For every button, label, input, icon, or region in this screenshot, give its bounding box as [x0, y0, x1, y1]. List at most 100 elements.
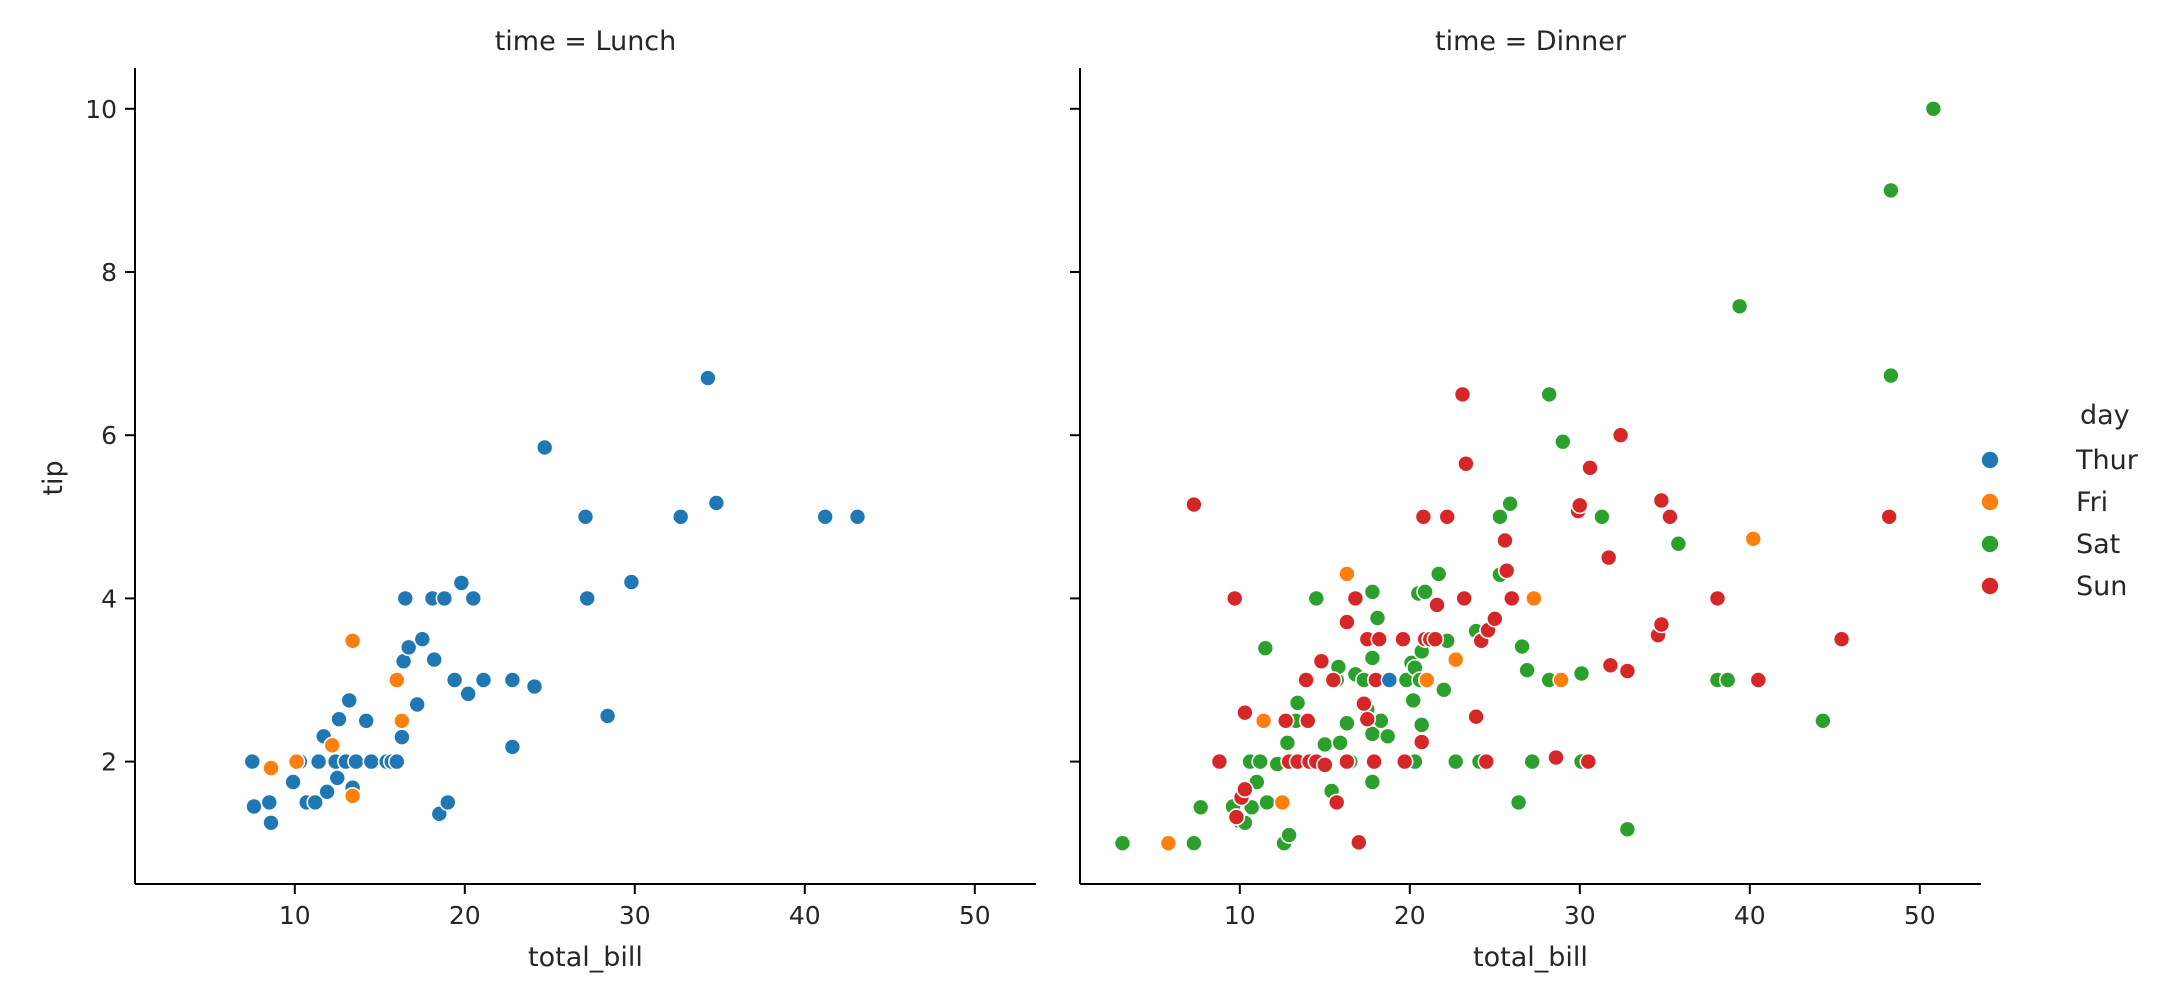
data-point — [1457, 454, 1475, 473]
data-point — [1394, 630, 1412, 649]
data-point — [445, 671, 464, 689]
data-point — [1571, 496, 1589, 515]
data-point — [1503, 589, 1521, 608]
data-point — [525, 677, 544, 696]
data-point — [1327, 793, 1346, 812]
data-point — [1363, 649, 1382, 667]
data-point — [1523, 752, 1541, 771]
data-point — [1581, 459, 1599, 477]
data-point — [1276, 711, 1295, 730]
data-point — [1185, 495, 1203, 514]
data-point — [1438, 507, 1456, 526]
data-point — [243, 752, 262, 771]
data-point — [1418, 671, 1436, 689]
legend-label: Sun — [2076, 571, 2127, 602]
data-point — [1814, 711, 1832, 730]
data-point — [260, 793, 279, 812]
data-point — [1501, 494, 1519, 513]
data-point — [1744, 530, 1762, 548]
legend-marker — [1980, 450, 2000, 470]
data-point — [671, 507, 690, 526]
data-point — [848, 507, 867, 526]
x-tick-label: 30 — [1564, 901, 1596, 930]
data-point — [284, 773, 302, 791]
y-axis-label: tip — [38, 460, 69, 495]
data-point — [1426, 630, 1445, 649]
data-point — [1324, 671, 1343, 689]
data-point — [1412, 733, 1431, 751]
data-point — [438, 793, 457, 812]
data-point — [343, 787, 362, 805]
data-point — [408, 695, 427, 714]
data-point — [1518, 661, 1536, 680]
data-point — [1225, 589, 1244, 608]
data-point — [1669, 534, 1688, 553]
data-point — [387, 671, 406, 689]
data-point — [1611, 426, 1630, 445]
data-point — [357, 711, 376, 730]
data-point — [1579, 752, 1598, 771]
x-tick-label: 50 — [1904, 901, 1936, 930]
data-point — [1552, 671, 1570, 689]
data-point — [1370, 630, 1388, 649]
x-tick-label: 20 — [449, 901, 481, 930]
data-point — [1491, 507, 1509, 526]
y-tick-label: 6 — [101, 421, 117, 450]
data-point — [1363, 583, 1382, 601]
data-point — [816, 507, 835, 526]
data-point — [1601, 656, 1620, 675]
legend-marker — [1980, 492, 2000, 512]
series-sun — [1185, 385, 1898, 852]
data-point — [1273, 793, 1292, 812]
data-point — [1509, 793, 1528, 812]
data-point — [699, 369, 717, 387]
series-sat — [1113, 100, 1943, 853]
data-point — [503, 738, 522, 756]
data-point — [393, 711, 411, 730]
data-point — [1350, 833, 1368, 852]
x-axis-label: total_bill — [1473, 942, 1588, 973]
x-tick-label: 40 — [1734, 901, 1766, 930]
legend-label: Sat — [2076, 529, 2120, 560]
series-fri — [1159, 530, 1762, 853]
data-point — [1338, 613, 1356, 631]
data-point — [393, 728, 411, 746]
facet-lunch: 10 20 30 40 50 2 4 6 8 10 time = Lunch total_bill — [85, 26, 1036, 973]
data-point — [1280, 826, 1298, 844]
data-point — [245, 797, 263, 816]
data-point — [318, 782, 336, 801]
data-point — [1316, 756, 1334, 774]
legend: day Thur Fri Sat Sun — [1980, 400, 2139, 602]
y-tick-label: 10 — [85, 95, 117, 124]
data-point — [1395, 752, 1414, 771]
data-point — [1236, 780, 1254, 799]
data-point — [1599, 548, 1618, 567]
data-point — [287, 752, 306, 771]
data-point — [1882, 366, 1900, 385]
data-point — [459, 685, 478, 703]
data-point — [1254, 711, 1273, 730]
data-point — [1486, 609, 1504, 628]
series-thur — [1380, 671, 1399, 689]
x-tick-label: 50 — [959, 901, 991, 930]
data-point — [435, 589, 454, 608]
data-point — [598, 707, 617, 725]
facet-dinner: 10 20 30 40 50 time = Dinner total_bill — [1070, 26, 1981, 973]
data-point — [1355, 694, 1373, 713]
data-point — [306, 793, 325, 812]
data-point — [399, 638, 418, 657]
data-point — [1749, 671, 1768, 689]
data-point — [1338, 714, 1356, 733]
data-point — [413, 630, 432, 649]
data-point — [1593, 507, 1611, 526]
data-point — [1618, 820, 1637, 839]
data-point — [262, 759, 280, 777]
data-point — [262, 813, 280, 832]
y-tick-label: 4 — [101, 584, 117, 613]
data-point — [1435, 680, 1453, 699]
facet-title: time = Lunch — [495, 26, 677, 57]
data-point — [1258, 793, 1276, 812]
data-point — [1256, 639, 1275, 657]
data-point — [1540, 385, 1558, 404]
